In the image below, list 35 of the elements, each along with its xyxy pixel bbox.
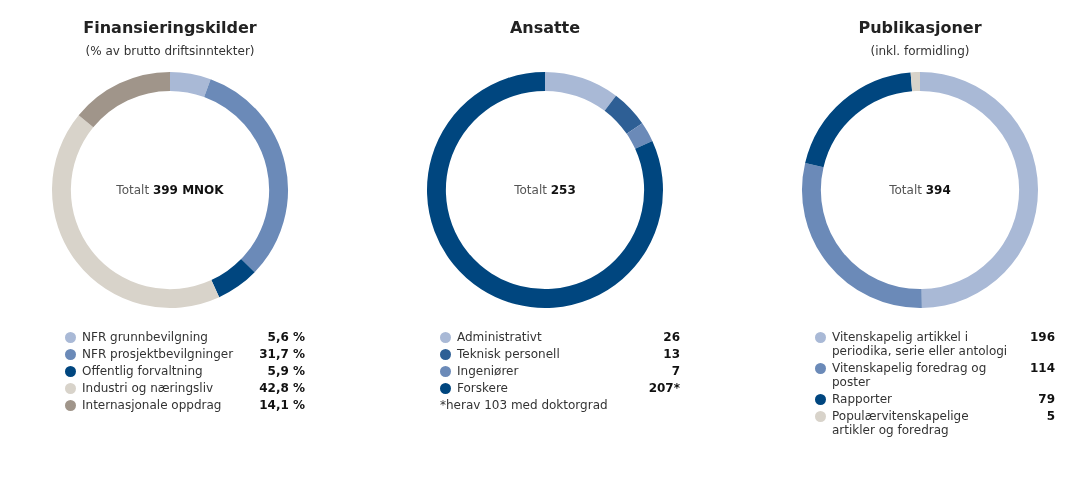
data-label: 14,1 % xyxy=(259,398,305,412)
data-label: 31,7 % xyxy=(259,347,305,361)
legend-label: Internasjonale oppdrag xyxy=(82,398,223,412)
data-label: 207* xyxy=(647,381,680,395)
data-label: 26 xyxy=(662,330,680,344)
chart-title: Publikasjoner xyxy=(857,18,983,37)
data-label: 114 xyxy=(1028,361,1055,375)
legend-label: Rapporter xyxy=(832,392,893,406)
legend-label: Industri og næringsliv xyxy=(82,381,215,395)
legend-label: Ingeniører xyxy=(457,364,520,378)
legend-label: Administrativt xyxy=(457,330,543,344)
data-label: 13 xyxy=(662,347,680,361)
data-label: 5 xyxy=(1045,409,1055,423)
chart-title: Finansieringskilder xyxy=(82,18,258,37)
legend-label: Vitenskapelig foredrag og poster xyxy=(832,361,988,389)
data-label: 79 xyxy=(1037,392,1055,406)
legend-label: Teknisk personell xyxy=(457,347,561,361)
data-label: 7 xyxy=(670,364,680,378)
legend-label: Forskere xyxy=(457,381,509,395)
chart-subtitle: (% av brutto driftsinntekter) xyxy=(84,44,256,58)
legend-label: Offentlig forvaltning xyxy=(82,364,204,378)
text: Totalt 253 xyxy=(514,183,576,197)
text: Totalt 394 xyxy=(889,183,951,197)
legend-label: Populærvitenskapelige artikler og foredrag xyxy=(832,409,970,437)
legend-label: NFR prosjektbevilgninger xyxy=(82,347,235,361)
legend-label: NFR grunnbevilgning xyxy=(82,330,209,344)
chart-title: Ansatte xyxy=(508,18,582,37)
data-label: 196 xyxy=(1028,330,1055,344)
data-label: 5,6 % xyxy=(266,330,305,344)
legend-label: Vitenskapelig artikkel i periodika, serie eller antologi xyxy=(832,330,1009,358)
chart-subtitle: (inkl. formidling) xyxy=(869,44,971,58)
text: Totalt 399 MNOK xyxy=(116,183,224,197)
data-label: 42,8 % xyxy=(259,381,305,395)
data-label: 5,9 % xyxy=(266,364,305,378)
text: *herav 103 med doktorgrad xyxy=(440,398,609,412)
